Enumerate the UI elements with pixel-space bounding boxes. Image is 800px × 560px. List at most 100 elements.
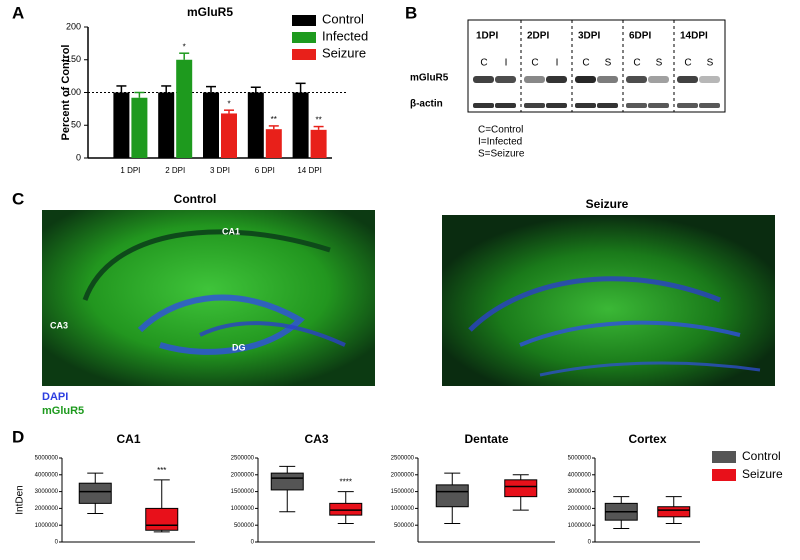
x-tick-label: 2 DPI <box>165 166 185 175</box>
tissue-layer <box>137 294 305 355</box>
y-tick-label: 200 <box>66 21 81 31</box>
y-tick-label: 50 <box>71 120 81 130</box>
y-tick-label: 1500000 <box>231 489 255 495</box>
tissue-layer <box>519 320 741 347</box>
significance: *** <box>157 466 166 475</box>
bar <box>310 129 327 158</box>
legend-label: Control <box>742 449 781 463</box>
lane-label: I <box>505 58 508 69</box>
y-axis-label: Percent of Control <box>60 45 72 141</box>
significance: ** <box>315 116 321 125</box>
blot-band <box>677 76 698 83</box>
key-label: S=Seizure <box>478 149 525 160</box>
legend-swatch <box>712 451 736 463</box>
micrograph-title: Control <box>174 192 217 206</box>
y-tick-label: 5000000 <box>568 456 592 462</box>
chart-title: Cortex <box>628 432 666 446</box>
y-tick-label: 1000000 <box>391 506 415 512</box>
y-tick-label: 1000000 <box>35 523 59 529</box>
bar <box>176 59 193 158</box>
y-tick-label: 2500000 <box>231 456 255 462</box>
y-tick-label: 2000000 <box>391 472 415 478</box>
box <box>145 507 179 531</box>
box <box>657 506 691 518</box>
legend-swatch <box>292 49 316 60</box>
y-tick-label: 500000 <box>394 523 415 529</box>
lane-label: C <box>582 58 589 69</box>
x-tick-label: 6 DPI <box>255 166 275 175</box>
region-label: CA3 <box>50 320 68 330</box>
blot-frame <box>467 19 726 113</box>
blot-band <box>546 103 567 108</box>
y-tick-label: 1000000 <box>568 523 592 529</box>
blot-band <box>473 76 494 83</box>
timepoint-label: 2DPI <box>527 31 549 42</box>
blot-band <box>495 103 516 108</box>
y-tick-label: 150 <box>66 54 81 64</box>
lane-label: C <box>684 58 691 69</box>
bar <box>131 97 148 158</box>
region-label: DG <box>232 342 246 352</box>
y-tick-label: 0 <box>251 540 255 546</box>
panel-label: A <box>12 3 24 22</box>
y-tick-label: 2000000 <box>231 472 255 478</box>
bar <box>292 92 309 158</box>
tissue-layer <box>468 276 721 332</box>
blot-band <box>524 76 545 83</box>
y-tick-label: 100 <box>66 87 81 97</box>
blot-band <box>575 103 596 108</box>
panel-label: D <box>12 427 24 446</box>
significance: * <box>227 99 230 108</box>
blot-band <box>473 103 494 108</box>
lane-label: C <box>480 58 487 69</box>
timepoint-label: 14DPI <box>680 31 708 42</box>
y-tick-label: 1500000 <box>391 489 415 495</box>
stain-label: mGluR5 <box>42 405 84 417</box>
x-tick-label: 1 DPI <box>120 166 140 175</box>
blot-band <box>597 103 618 108</box>
blot-band <box>648 76 669 83</box>
tissue-layer <box>539 361 761 377</box>
bar <box>247 92 264 158</box>
chart-title: CA1 <box>116 432 140 446</box>
legend-label: Seizure <box>742 467 783 481</box>
micrograph-title: Seizure <box>586 197 629 211</box>
y-tick-label: 2000000 <box>35 506 59 512</box>
blot-band <box>699 76 720 83</box>
blot-band <box>626 76 647 83</box>
blot-band <box>546 76 567 83</box>
bar <box>113 92 130 158</box>
y-tick-label: 4000000 <box>568 472 592 478</box>
micrograph <box>442 215 775 386</box>
lane-label: C <box>531 58 538 69</box>
bar <box>203 92 219 158</box>
lane-label: S <box>656 58 663 69</box>
blot-band <box>699 103 720 108</box>
timepoint-label: 3DPI <box>578 31 600 42</box>
lane-label: I <box>556 58 559 69</box>
lane-label: C <box>633 58 640 69</box>
y-tick-label: 500000 <box>234 523 255 529</box>
y-tick-label: 3000000 <box>568 489 592 495</box>
significance: ** <box>271 115 277 124</box>
blot-band <box>495 76 516 83</box>
box <box>329 502 363 516</box>
legend-label: Infected <box>322 28 368 43</box>
y-axis-label: IntDen <box>15 485 26 514</box>
x-tick-label: 3 DPI <box>210 166 230 175</box>
y-tick-label: 0 <box>588 540 592 546</box>
panel-label: B <box>405 3 417 22</box>
key-label: I=Infected <box>478 137 522 148</box>
stain-label: DAPI <box>42 391 68 403</box>
x-tick-label: 14 DPI <box>297 166 321 175</box>
blot-band <box>597 76 618 83</box>
lane-label: S <box>605 58 612 69</box>
y-tick-label: 4000000 <box>35 472 59 478</box>
tissue-layer <box>199 321 346 347</box>
blot-band <box>648 103 669 108</box>
row-label: β-actin <box>410 99 443 110</box>
bar <box>221 113 237 158</box>
significance: **** <box>340 478 352 487</box>
box <box>78 482 112 504</box>
